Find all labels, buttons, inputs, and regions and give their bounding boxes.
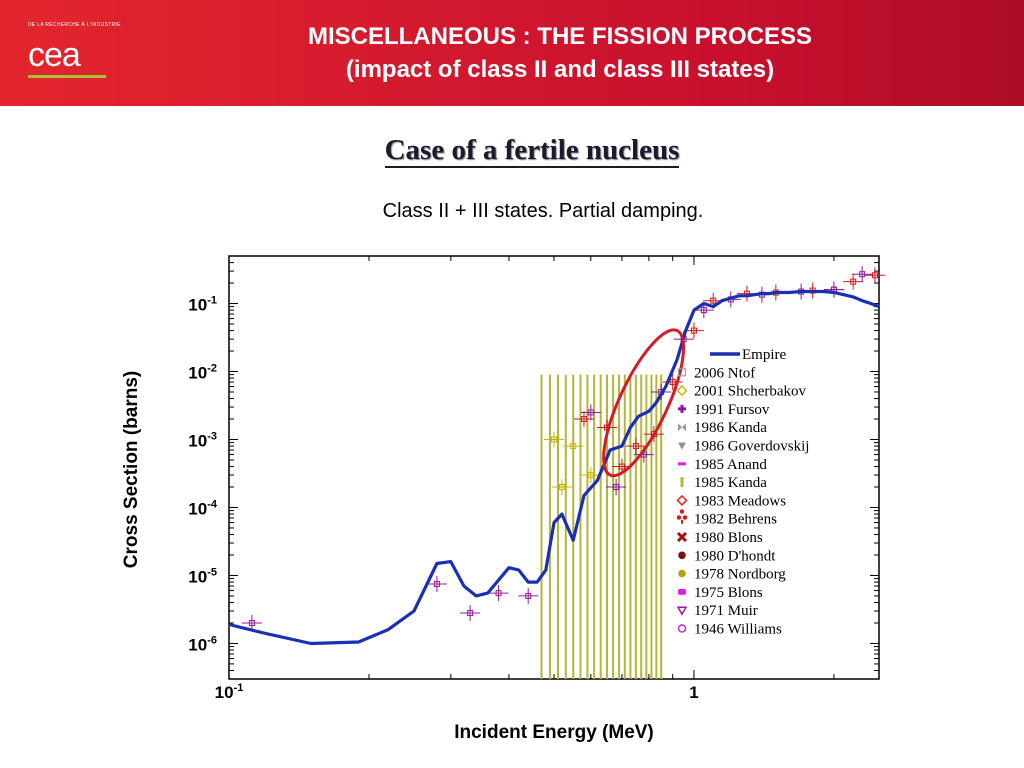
legend-marker: [678, 442, 686, 450]
legend-entry-label: 1980 Blons: [694, 530, 763, 546]
data-point: [495, 590, 502, 597]
data-point: [613, 484, 620, 491]
data-point: [558, 484, 565, 491]
legend-marker: [678, 551, 686, 560]
x-tick-label: 10-1: [215, 682, 244, 702]
data-point: [587, 472, 594, 479]
data-point: [690, 327, 697, 334]
legend-entry-label: 2001 Shcherbakov: [694, 384, 807, 400]
legend-entry-label: 1986 Kanda: [694, 420, 767, 436]
y-tick-label: 10-2: [188, 363, 217, 383]
legend-marker: [677, 624, 687, 633]
legend-marker: [678, 569, 686, 578]
y-tick-label: 10-5: [188, 566, 217, 586]
data-point: [433, 580, 440, 587]
chart-legend: Empire 2006 Ntof 2001 Shcherbakov 1991 Furs…: [676, 347, 809, 638]
legend-entry-label: 1982 Behrens: [694, 512, 777, 528]
y-tick-label: 10-3: [188, 430, 217, 450]
data-point: [850, 278, 857, 285]
slide-title: MISCELLANEOUS : THE FISSION PROCESS (imp…: [190, 20, 930, 86]
slide-title-line2: (impact of class II and class III states…: [345, 56, 775, 83]
data-point: [618, 463, 625, 470]
data-point: [632, 443, 639, 450]
plot-area-border: [228, 255, 880, 680]
data-point: [525, 592, 532, 599]
legend-marker: [676, 509, 688, 524]
x-axis-label: Incident Energy (MeV): [454, 722, 654, 743]
data-point: [871, 272, 878, 279]
section-title: Case of a fertile nucleus: [0, 134, 1024, 168]
data-point: [580, 416, 587, 423]
data-point: [248, 619, 255, 626]
cea-logo: cea: [28, 36, 106, 78]
legend-marker: [678, 404, 686, 413]
legend-entry-label: 1975 Blons: [694, 585, 763, 601]
legend-marker: [680, 477, 684, 488]
legend-marker: [676, 494, 688, 506]
empire-curve-layer: [228, 289, 880, 646]
legend-entry-label: 1980 D'hondt: [694, 548, 776, 564]
x-tick-label: 1: [689, 683, 698, 702]
legend-marker: [678, 462, 686, 466]
legend-marker: [676, 385, 688, 397]
y-axis-label: Cross Section (barns): [121, 371, 142, 568]
plot-frame: [228, 255, 880, 680]
tick-labels: 10-1 10-2 10-3 10-4 10-5 10-6 10-1 1: [188, 295, 698, 702]
data-point: [859, 271, 866, 278]
data-point: [710, 297, 717, 304]
legend-marker: [678, 423, 686, 432]
y-tick-label: 10-6: [188, 634, 217, 654]
legend-entry-label: 1946 Williams: [694, 622, 782, 638]
org-tagline: DE LA RECHERCHE À L'INDUSTRIE: [28, 22, 121, 28]
kanda-1985-bars: [540, 374, 663, 679]
legend-entry-label: 1985 Anand: [694, 457, 767, 473]
legend-entry-label: 1986 Goverdovskij: [694, 439, 809, 455]
data-point: [700, 307, 707, 314]
axis-labels: Incident Energy (MeV) Cross Section (bar…: [121, 371, 654, 743]
data-point: [587, 409, 594, 416]
data-point: [669, 379, 676, 386]
cea-logo-text: cea: [28, 36, 81, 74]
legend-entry-label: 1978 Nordborg: [694, 567, 786, 583]
legend-entry-label: 1991 Fursov: [694, 402, 770, 418]
measurement-points: [241, 266, 885, 631]
empire-line: [228, 289, 880, 646]
data-point: [570, 443, 577, 450]
section-title-text: Case of a fertile nucleus: [384, 134, 680, 168]
legend-entry-label: 2006 Ntof: [694, 365, 755, 381]
slide-title-line1: MISCELLANEOUS : THE FISSION PROCESS: [307, 23, 813, 50]
chart-caption: Class II + III states. Partial damping.: [382, 200, 704, 222]
y-tick-label: 10-4: [188, 498, 218, 518]
legend-entry-label: Empire: [742, 347, 786, 363]
highlight-annotation: [602, 328, 686, 478]
legend-marker: [678, 588, 686, 595]
highlight-ellipse: [602, 328, 686, 478]
legend-marker: [676, 531, 688, 543]
legend-marker: [677, 368, 687, 377]
legend-marker: [676, 606, 688, 616]
data-point: [551, 436, 557, 443]
legend-entry-label: 1971 Muir: [694, 603, 758, 619]
legend-entry-label: 1983 Meadows: [694, 493, 786, 509]
legend-entry-label: 1985 Kanda: [694, 475, 767, 491]
slide-header: cea DE LA RECHERCHE À L'INDUSTRIE MISCEL…: [0, 0, 1024, 106]
y-tick-label: 10-1: [188, 295, 217, 315]
data-point: [467, 610, 474, 617]
